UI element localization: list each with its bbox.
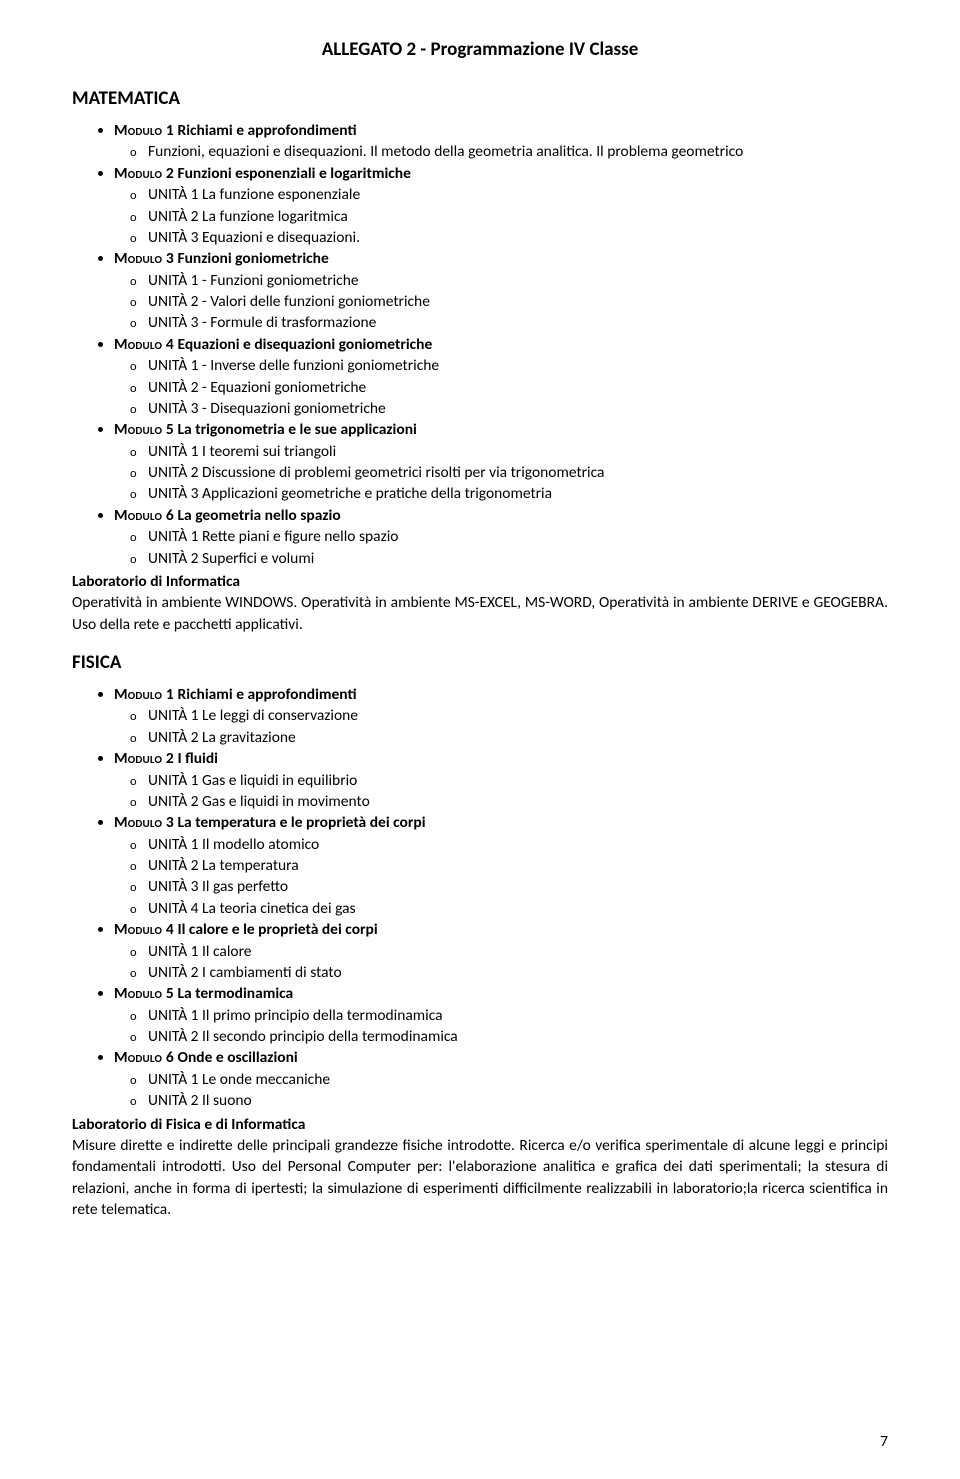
module-item: Modulo 4 Il calore e le proprietà dei co… (114, 919, 888, 983)
unit-list: UNITÀ 1 - Inverse delle funzioni goniome… (114, 355, 888, 419)
module-label: Modulo 4 (114, 920, 174, 939)
module-label: Modulo 3 (114, 813, 174, 832)
module-title: La geometria nello spazio (177, 506, 340, 525)
module-item: Modulo 2 Funzioni esponenziali e logarit… (114, 163, 888, 249)
module-item: Modulo 4 Equazioni e disequazioni goniom… (114, 334, 888, 420)
unit-item: UNITÀ 2 Discussione di problemi geometri… (148, 462, 888, 483)
module-title: La trigonometria e le sue applicazioni (177, 420, 416, 439)
unit-list: UNITÀ 1 Gas e liquidi in equilibrio UNIT… (114, 770, 888, 813)
unit-list: UNITÀ 1 Il calore UNITÀ 2 I cambiamenti … (114, 941, 888, 984)
module-title: La termodinamica (177, 984, 293, 1003)
unit-item: UNITÀ 2 - Equazioni goniometriche (148, 377, 888, 398)
module-title: La temperatura e le proprietà dei corpi (177, 813, 425, 832)
unit-list: UNITÀ 1 Le onde meccaniche UNITÀ 2 Il su… (114, 1069, 888, 1112)
unit-item: UNITÀ 1 La funzione esponenziale (148, 184, 888, 205)
unit-item: UNITÀ 4 La teoria cinetica dei gas (148, 898, 888, 919)
module-label: Modulo 5 (114, 984, 174, 1003)
module-label: Modulo 6 (114, 1048, 174, 1067)
unit-list: UNITÀ 1 La funzione esponenziale UNITÀ 2… (114, 184, 888, 248)
unit-list: UNITÀ 1 Rette piani e figure nello spazi… (114, 526, 888, 569)
subject-heading: MATEMATICA (72, 87, 888, 110)
unit-list: UNITÀ 1 Il primo principio della termodi… (114, 1005, 888, 1048)
unit-item: UNITÀ 3 Applicazioni geometriche e prati… (148, 483, 888, 504)
unit-item: UNITÀ 1 Le leggi di conservazione (148, 705, 888, 726)
lab-heading: Laboratorio di Fisica e di Informatica (72, 1114, 888, 1135)
module-title: Funzioni esponenziali e logaritmiche (177, 164, 410, 183)
unit-item: UNITÀ 1 Rette piani e figure nello spazi… (148, 526, 888, 547)
unit-item: UNITÀ 2 Gas e liquidi in movimento (148, 791, 888, 812)
unit-item: Funzioni, equazioni e disequazioni. Il m… (148, 141, 888, 162)
module-label: Modulo 2 (114, 164, 174, 183)
module-item: Modulo 3 Funzioni goniometriche UNITÀ 1 … (114, 248, 888, 334)
module-label: Modulo 4 (114, 335, 174, 354)
unit-item: UNITÀ 1 - Funzioni goniometriche (148, 270, 888, 291)
unit-item: UNITÀ 3 - Formule di trasformazione (148, 312, 888, 333)
unit-item: UNITÀ 2 Il suono (148, 1090, 888, 1111)
unit-item: UNITÀ 3 Il gas perfetto (148, 876, 888, 897)
unit-item: UNITÀ 1 Il primo principio della termodi… (148, 1005, 888, 1026)
unit-item: UNITÀ 3 Equazioni e disequazioni. (148, 227, 888, 248)
unit-item: UNITÀ 3 - Disequazioni goniometriche (148, 398, 888, 419)
unit-list: UNITÀ 1 Le leggi di conservazione UNITÀ … (114, 705, 888, 748)
module-item: Modulo 6 Onde e oscillazioni UNITÀ 1 Le … (114, 1047, 888, 1111)
unit-item: UNITÀ 2 - Valori delle funzioni goniomet… (148, 291, 888, 312)
module-label: Modulo 5 (114, 420, 174, 439)
unit-list: Funzioni, equazioni e disequazioni. Il m… (114, 141, 888, 162)
module-item: Modulo 2 I fluidi UNITÀ 1 Gas e liquidi … (114, 748, 888, 812)
module-label: Modulo 1 (114, 121, 174, 140)
unit-item: UNITÀ 1 Il calore (148, 941, 888, 962)
module-title: Richiami e approfondimenti (177, 121, 356, 140)
module-item: Modulo 5 La trigonometria e le sue appli… (114, 419, 888, 505)
subject-heading: FISICA (72, 651, 888, 674)
module-title: Il calore e le proprietà dei corpi (177, 920, 377, 939)
unit-item: UNITÀ 2 La gravitazione (148, 727, 888, 748)
module-item: Modulo 3 La temperatura e le proprietà d… (114, 812, 888, 919)
lab-text: Operatività in ambiente WINDOWS. Operati… (72, 592, 888, 635)
module-title: I fluidi (177, 749, 217, 768)
module-item: Modulo 1 Richiami e approfondimenti UNIT… (114, 684, 888, 748)
module-title: Onde e oscillazioni (177, 1048, 297, 1067)
page: ALLEGATO 2 - Programmazione IV Classe MA… (0, 0, 960, 1479)
module-item: Modulo 5 La termodinamica UNITÀ 1 Il pri… (114, 983, 888, 1047)
module-list: Modulo 1 Richiami e approfondimenti UNIT… (72, 684, 888, 1112)
module-label: Modulo 3 (114, 249, 174, 268)
module-list: Modulo 1 Richiami e approfondimenti Funz… (72, 120, 888, 569)
unit-item: UNITÀ 2 La temperatura (148, 855, 888, 876)
unit-item: UNITÀ 2 Superfici e volumi (148, 548, 888, 569)
unit-item: UNITÀ 1 - Inverse delle funzioni goniome… (148, 355, 888, 376)
unit-item: UNITÀ 2 Il secondo principio della termo… (148, 1026, 888, 1047)
document-title: ALLEGATO 2 - Programmazione IV Classe (72, 38, 888, 61)
unit-item: UNITÀ 1 I teoremi sui triangoli (148, 441, 888, 462)
module-label: Modulo 2 (114, 749, 174, 768)
module-label: Modulo 6 (114, 506, 174, 525)
subject-matematica: MATEMATICA Modulo 1 Richiami e approfond… (72, 87, 888, 635)
lab-text: Misure dirette e indirette delle princip… (72, 1135, 888, 1221)
unit-item: UNITÀ 2 I cambiamenti di stato (148, 962, 888, 983)
unit-item: UNITÀ 1 Gas e liquidi in equilibrio (148, 770, 888, 791)
module-label: Modulo 1 (114, 685, 174, 704)
page-number: 7 (880, 1432, 888, 1451)
unit-list: UNITÀ 1 I teoremi sui triangoli UNITÀ 2 … (114, 441, 888, 505)
lab-heading: Laboratorio di Informatica (72, 571, 888, 592)
unit-list: UNITÀ 1 Il modello atomico UNITÀ 2 La te… (114, 834, 888, 920)
unit-item: UNITÀ 1 Le onde meccaniche (148, 1069, 888, 1090)
unit-item: UNITÀ 1 Il modello atomico (148, 834, 888, 855)
module-title: Equazioni e disequazioni goniometriche (177, 335, 432, 354)
module-item: Modulo 6 La geometria nello spazio UNITÀ… (114, 505, 888, 569)
unit-list: UNITÀ 1 - Funzioni goniometriche UNITÀ 2… (114, 270, 888, 334)
module-item: Modulo 1 Richiami e approfondimenti Funz… (114, 120, 888, 163)
module-title: Funzioni goniometriche (177, 249, 328, 268)
unit-item: UNITÀ 2 La funzione logaritmica (148, 206, 888, 227)
subject-fisica: FISICA Modulo 1 Richiami e approfondimen… (72, 651, 888, 1220)
module-title: Richiami e approfondimenti (177, 685, 356, 704)
